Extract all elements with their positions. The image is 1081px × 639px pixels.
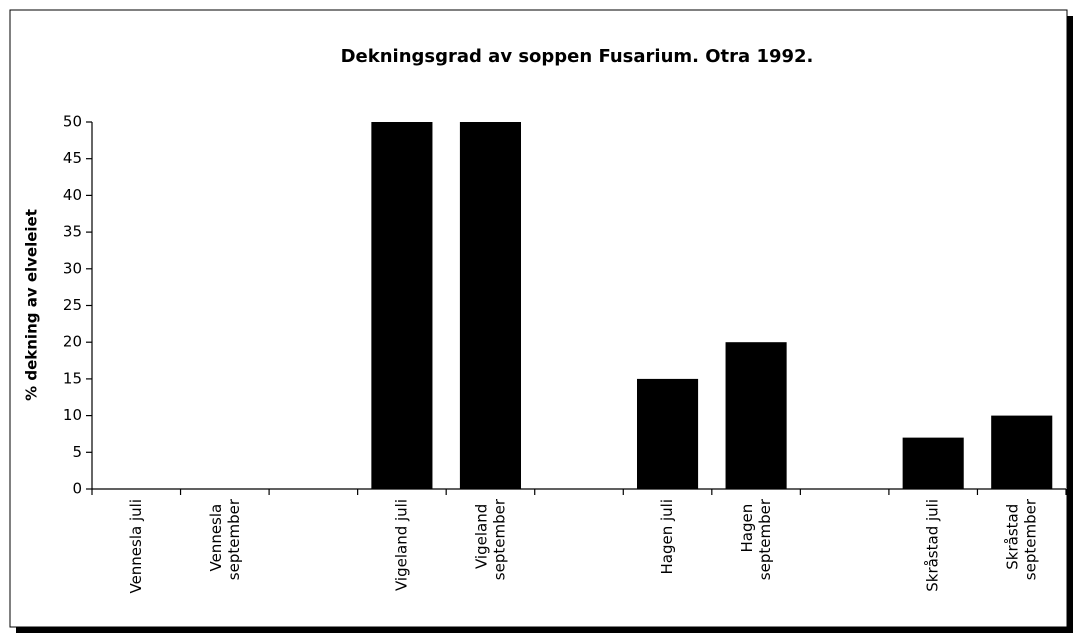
x-tick-label: Skråstad juli bbox=[924, 499, 942, 592]
y-tick-label: 30 bbox=[63, 259, 82, 277]
y-tick-label: 25 bbox=[63, 296, 82, 314]
x-tick-label: Hagen juli bbox=[658, 499, 676, 575]
y-tick-label: 35 bbox=[63, 223, 82, 241]
x-tick-label: Vigeland september bbox=[472, 498, 508, 580]
y-tick-label: 20 bbox=[63, 333, 82, 351]
y-tick-label: 50 bbox=[63, 113, 82, 131]
y-axis-label: % dekning av elveleiet bbox=[23, 209, 41, 401]
chart-title: Dekningsgrad av soppen Fusarium. Otra 19… bbox=[341, 46, 814, 67]
x-tick-label: Skråstad september bbox=[1003, 498, 1039, 580]
frame bbox=[9, 9, 1068, 628]
bar bbox=[459, 122, 522, 489]
x-tick-label: Vigeland juli bbox=[392, 499, 410, 591]
y-tick-label: 5 bbox=[72, 443, 82, 461]
bar bbox=[636, 378, 699, 489]
x-tick-label: Hagen september bbox=[738, 498, 774, 580]
bar bbox=[991, 415, 1053, 489]
bar bbox=[725, 342, 787, 489]
bar bbox=[371, 122, 433, 489]
bar bbox=[902, 437, 964, 489]
y-tick-label: 45 bbox=[63, 149, 82, 167]
y-tick-label: 10 bbox=[63, 406, 82, 424]
x-tick-label: Vennesla juli bbox=[127, 499, 145, 594]
y-tick-label: 0 bbox=[72, 480, 82, 498]
y-tick-label: 15 bbox=[63, 369, 82, 387]
x-tick-label: Vennesla september bbox=[206, 498, 242, 580]
y-tick-label: 40 bbox=[63, 186, 82, 204]
